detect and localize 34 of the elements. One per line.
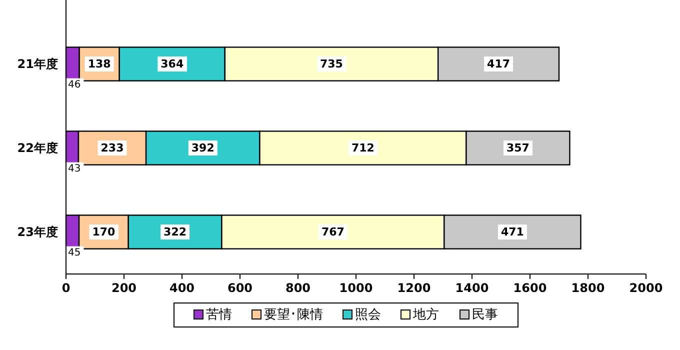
x-tick-label: 400 xyxy=(169,281,195,295)
legend-label: 要望･陳情 xyxy=(264,308,323,322)
data-label: 45 xyxy=(68,247,81,258)
data-label: 170 xyxy=(92,226,116,238)
x-tick-label: 1400 xyxy=(455,281,489,295)
legend-label: 地方 xyxy=(412,306,439,322)
data-label: 471 xyxy=(500,226,524,238)
data-label: 712 xyxy=(351,142,374,154)
x-tick-label: 1200 xyxy=(397,281,431,295)
y-tick-label: 23年度 xyxy=(17,225,58,239)
data-label: 46 xyxy=(68,79,81,90)
legend-label: 苦情 xyxy=(206,308,232,322)
y-tick-label: 21年度 xyxy=(17,57,58,71)
data-label: 392 xyxy=(191,142,214,154)
x-tick-label: 0 xyxy=(62,281,70,295)
data-label: 357 xyxy=(506,142,530,154)
x-tick-label: 1600 xyxy=(513,281,547,295)
data-label: 417 xyxy=(487,58,510,70)
data-label: 43 xyxy=(68,163,81,174)
legend-label: 民事 xyxy=(472,308,498,322)
x-tick-label: 200 xyxy=(111,281,137,295)
data-label: 138 xyxy=(88,58,111,70)
data-label: 364 xyxy=(160,58,184,70)
x-tick-label: 1800 xyxy=(571,281,605,295)
data-label: 735 xyxy=(320,58,343,70)
data-label: 767 xyxy=(321,226,344,238)
y-tick-label: 22年度 xyxy=(17,141,58,155)
x-tick-label: 600 xyxy=(227,281,253,295)
x-tick-label: 2000 xyxy=(629,281,663,295)
data-label: 322 xyxy=(164,226,187,238)
x-tick-label: 1000 xyxy=(339,281,373,295)
x-tick-label: 800 xyxy=(285,281,311,295)
legend-label: 照会 xyxy=(355,308,381,322)
data-label: 233 xyxy=(100,142,124,154)
